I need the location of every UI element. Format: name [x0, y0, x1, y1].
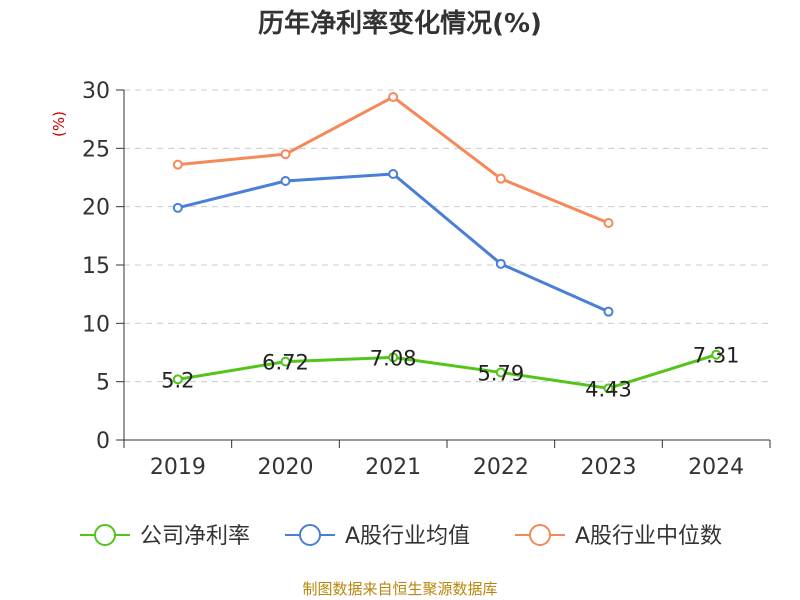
source-note: 制图数据来自恒生聚源数据库 — [302, 580, 497, 598]
y-tick-label: 5 — [96, 371, 110, 396]
data-label: 4.43 — [585, 377, 632, 401]
data-label: 7.31 — [693, 344, 740, 368]
data-point — [172, 202, 183, 213]
x-tick-label: 2023 — [581, 455, 637, 480]
data-point — [388, 92, 399, 102]
series-line — [177, 172, 610, 314]
data-point — [172, 159, 183, 170]
y-tick-label: 15 — [82, 254, 110, 279]
x-tick-label: 2019 — [150, 455, 206, 480]
legend-label: 公司净利率 — [140, 524, 250, 549]
legend: 公司净利率 A股行业均值 A股行业中位数 — [80, 524, 722, 549]
data-point — [280, 149, 291, 160]
data-point — [388, 169, 399, 179]
data-point — [172, 374, 183, 385]
series-lines — [172, 92, 722, 394]
data-point — [711, 349, 722, 360]
data-label: 6.72 — [262, 351, 309, 375]
legend-item: A股行业中位数 — [515, 524, 722, 549]
legend-label: A股行业中位数 — [575, 524, 722, 549]
series-line — [177, 353, 717, 390]
grid-lines — [124, 89, 770, 383]
y-tick-label: 10 — [82, 312, 110, 337]
x-tick-label: 2020 — [258, 455, 314, 480]
legend-label: A股行业均值 — [345, 524, 470, 549]
legend-item: 公司净利率 — [80, 524, 250, 549]
y-tick-label: 30 — [82, 79, 110, 104]
data-point — [280, 356, 291, 367]
chart-title: 历年净利率变化情况(%) — [258, 8, 542, 39]
legend-swatch-marker — [299, 524, 321, 546]
data-point — [603, 218, 614, 228]
legend-swatch-marker — [94, 524, 116, 546]
axes: 0 5 10 15 20 25 30 2019 2020 2021 2022 2023 2024 — [82, 79, 771, 480]
data-point — [495, 367, 506, 378]
data-label: 7.08 — [370, 346, 417, 370]
data-label: 5.2 — [161, 368, 194, 392]
x-tick-label: 2022 — [473, 455, 529, 480]
data-point — [388, 352, 399, 363]
x-tick-label: 2024 — [688, 455, 744, 480]
data-point — [603, 306, 614, 317]
legend-item: A股行业均值 — [285, 524, 470, 549]
y-tick-label: 20 — [82, 196, 110, 221]
data-labels: 5.2 6.72 7.08 5.79 4.43 7.31 — [161, 344, 739, 402]
data-label: 5.79 — [477, 361, 524, 385]
x-tick-label: 2021 — [365, 455, 421, 480]
y-tick-label: 25 — [82, 137, 110, 162]
data-point — [603, 383, 614, 394]
series-line — [177, 95, 610, 225]
y-axis-unit-label: (%) — [50, 111, 68, 137]
data-point — [280, 176, 291, 186]
legend-swatch-marker — [529, 524, 551, 546]
data-point — [495, 173, 506, 184]
data-point — [495, 258, 506, 269]
y-tick-label: 0 — [96, 429, 110, 454]
